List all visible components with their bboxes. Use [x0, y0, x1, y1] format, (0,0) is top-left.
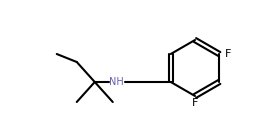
- Text: F: F: [192, 98, 198, 108]
- Text: NH: NH: [109, 77, 124, 87]
- Text: F: F: [225, 49, 232, 59]
